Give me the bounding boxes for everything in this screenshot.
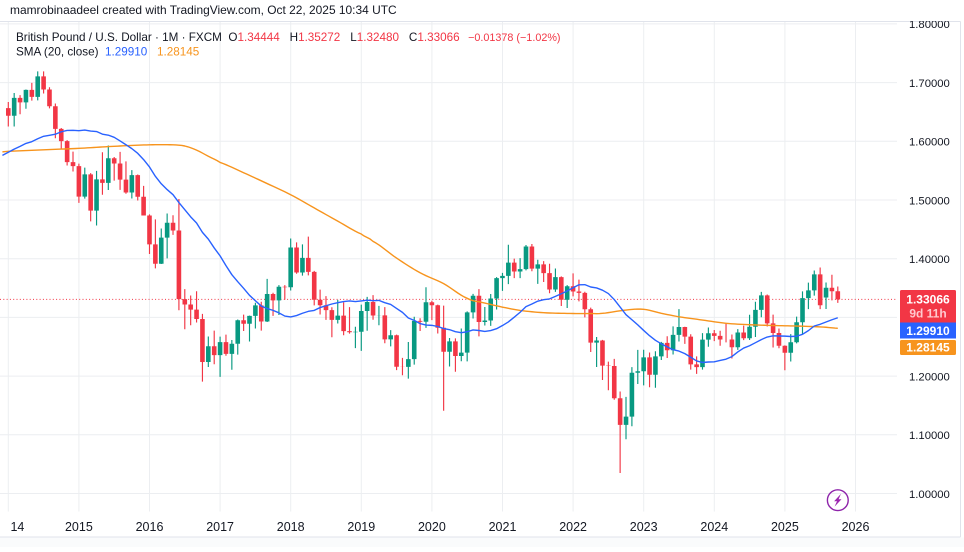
svg-text:1.60000: 1.60000 [909, 137, 950, 149]
svg-text:1.28145: 1.28145 [906, 341, 950, 355]
svg-text:2017: 2017 [206, 520, 234, 534]
svg-text:2015: 2015 [65, 520, 93, 534]
svg-text:SMA (20, close) 1.29910 1.2: SMA (20, close) 1.29910 1.28145 [16, 46, 200, 59]
svg-text:1.10000: 1.10000 [909, 430, 950, 442]
svg-text:1.20000: 1.20000 [909, 371, 950, 383]
svg-text:1.80000: 1.80000 [909, 19, 950, 31]
svg-text:mamrobinaadeel created with Tr: mamrobinaadeel created with TradingView.… [10, 3, 397, 17]
svg-text:1.70000: 1.70000 [909, 78, 950, 90]
svg-text:2022: 2022 [559, 520, 587, 534]
svg-text:2018: 2018 [277, 520, 305, 534]
svg-text:2024: 2024 [700, 520, 728, 534]
svg-text:2025: 2025 [771, 520, 799, 534]
svg-text:1.00000: 1.00000 [909, 489, 950, 501]
svg-text:1.40000: 1.40000 [909, 254, 950, 266]
svg-text:1.50000: 1.50000 [909, 195, 950, 207]
svg-text:2021: 2021 [489, 520, 517, 534]
svg-text:2023: 2023 [630, 520, 658, 534]
svg-text:2019: 2019 [347, 520, 375, 534]
svg-text:9d 11h: 9d 11h [909, 307, 946, 321]
svg-text:2020: 2020 [418, 520, 446, 534]
svg-text:2016: 2016 [136, 520, 164, 534]
svg-text:1.33066: 1.33066 [906, 293, 950, 307]
svg-text:1.29910: 1.29910 [906, 324, 950, 338]
svg-text:14: 14 [10, 520, 24, 534]
svg-text:2026: 2026 [842, 520, 870, 534]
